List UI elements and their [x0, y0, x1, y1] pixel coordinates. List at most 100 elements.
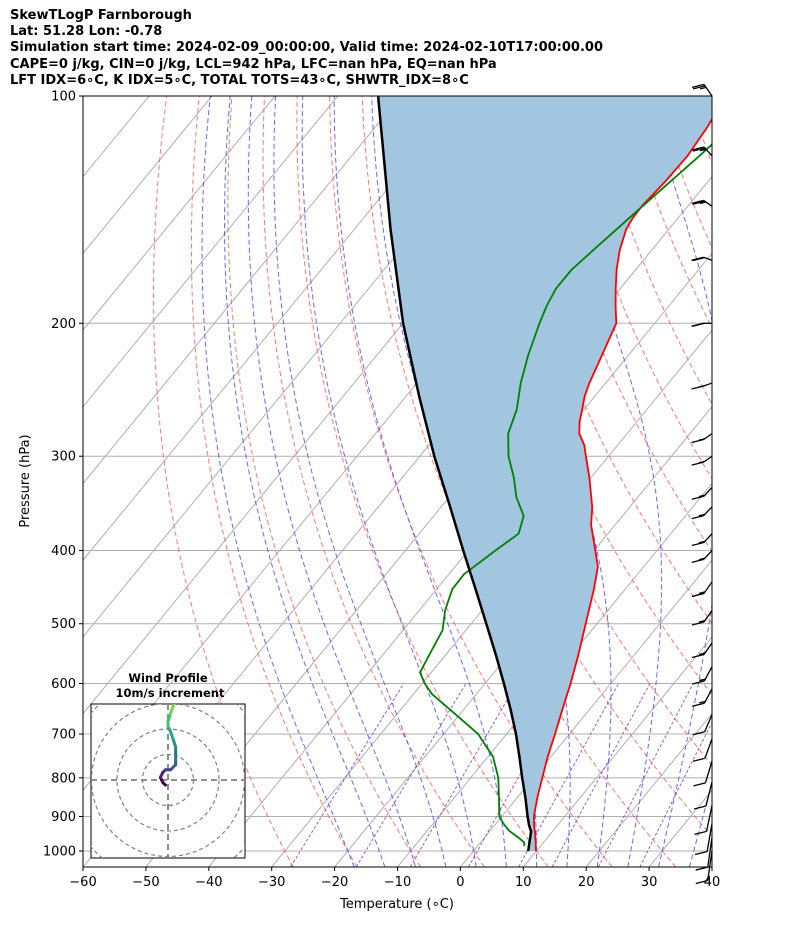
isotherm-line — [397, 482, 712, 867]
wind-barb — [691, 83, 713, 97]
wind-barb-flag — [691, 621, 705, 626]
wind-barb — [691, 322, 712, 327]
wind-barb — [695, 850, 713, 885]
wind-barb-staff — [707, 837, 713, 868]
wind-barb — [691, 609, 713, 626]
wind-barb-staff — [703, 581, 713, 594]
dry-adiabat — [753, 96, 794, 867]
wind-barb-flag — [692, 680, 705, 685]
wind-barb-flag — [691, 495, 704, 500]
profile-lines — [376, 96, 712, 852]
dry-adiabat — [296, 96, 549, 867]
wind-barb-staff — [703, 642, 713, 655]
wind-barb — [691, 642, 713, 659]
x-tick-label: −60 — [69, 875, 96, 890]
cin-area — [378, 96, 712, 851]
y-tick-label: 500 — [51, 617, 76, 632]
wind-barb-flag — [692, 147, 706, 152]
wind-barb-flag — [692, 731, 705, 736]
wind-barb — [691, 506, 713, 520]
x-axis-label: Temperature (∘C) — [339, 897, 454, 912]
dry-adiabat — [329, 96, 613, 867]
moist-adiabat — [247, 96, 416, 867]
wind-barb — [691, 256, 713, 262]
wind-barb-flag — [695, 879, 708, 885]
x-tick-label: −30 — [258, 875, 285, 890]
wind-barb-staff — [703, 433, 713, 441]
isotherm-line — [83, 96, 402, 485]
cape-cin-shading — [378, 96, 712, 851]
x-tick-label: −40 — [195, 875, 222, 890]
dry-adiabat — [394, 96, 712, 837]
wind-barb-half-flag — [699, 678, 706, 682]
wind-barb-staff — [705, 781, 713, 807]
isotherm-line — [522, 636, 712, 867]
isotherm-line — [460, 559, 712, 867]
wind-barb-flag — [692, 322, 705, 327]
wind-barb-staff — [707, 850, 713, 881]
dewpoint-line — [419, 143, 712, 847]
wind-barb-flag — [691, 592, 705, 598]
wind-barb-staff — [703, 533, 713, 543]
isotherm-line — [334, 405, 712, 867]
y-axis: 1000 900 800 700 600 500 400 300 200 100 — [43, 90, 83, 860]
wind-barb — [691, 433, 713, 444]
isotherm-line — [711, 866, 712, 867]
wind-barb-half-flag — [698, 619, 706, 623]
wind-barb-flag — [692, 85, 706, 90]
header-index-line: LFT IDX=6∘C, K IDX=5∘C, TOTAL TOTS=43∘C,… — [10, 72, 469, 88]
wind-barb-flag — [691, 541, 704, 547]
y-tick-label: 700 — [51, 728, 76, 743]
x-tick-label: −10 — [384, 875, 411, 890]
wind-barb-flag — [695, 866, 708, 871]
header-station: SkewTLogP Farnborough — [10, 8, 192, 23]
mixing-ratio-line — [355, 683, 467, 867]
wind-barb-half-flag — [698, 557, 706, 561]
wind-barb-flag — [692, 256, 705, 262]
wind-barb-flag — [694, 830, 707, 836]
mixing-ratio-line — [639, 721, 712, 867]
parcel-profile-line — [376, 96, 533, 852]
isotherm-line — [585, 712, 712, 867]
wind-barb-flag — [691, 558, 704, 563]
isotherm-line — [83, 96, 213, 255]
mixing-ratio-line — [290, 683, 405, 867]
hodograph-segment — [171, 704, 176, 708]
wind-barb — [691, 382, 713, 390]
wind-barb-half-flag — [699, 148, 707, 152]
dry-adiabat — [492, 96, 712, 625]
hodograph-subtitle: 10m/s increment — [116, 686, 225, 700]
moist-adiabat — [333, 96, 507, 867]
wind-barb-flag — [691, 514, 704, 520]
wind-barb — [692, 666, 713, 685]
y-tick-label: 900 — [51, 810, 76, 825]
wind-barb — [694, 823, 713, 856]
wind-barb-half-flag — [699, 201, 706, 205]
wind-barb-flag — [692, 200, 705, 205]
wind-barb-staff — [703, 382, 713, 387]
isotherm-line — [83, 96, 465, 561]
mixing-ratio-line — [551, 683, 651, 867]
mixing-ratio-line — [597, 683, 694, 867]
wind-barb-staff — [703, 487, 713, 497]
wind-barb-staff — [704, 714, 713, 733]
x-axis: −60 −50 −40 −30 −20 −10 0 10 20 30 40 — [69, 867, 720, 890]
x-tick-label: 30 — [641, 875, 658, 890]
temperature-line — [533, 117, 712, 852]
wind-barb-half-flag — [699, 700, 706, 704]
x-tick-label: 20 — [578, 875, 595, 890]
wind-barb-staff — [703, 256, 713, 261]
mixing-ratio-line — [409, 683, 518, 867]
moist-adiabat — [648, 96, 712, 867]
hodograph-inset: Wind Profile 10m/s increment — [90, 671, 246, 859]
y-tick-label: 100 — [51, 90, 76, 105]
y-tick-label: 800 — [51, 771, 76, 786]
wind-barb-staff — [704, 738, 713, 759]
isotherm-line — [83, 96, 276, 331]
y-tick-label: 300 — [51, 450, 76, 465]
wind-barb — [691, 533, 713, 547]
header-times: Simulation start time: 2024-02-09_00:00:… — [10, 40, 603, 56]
wind-barb-staff — [703, 550, 713, 560]
figure-header: SkewTLogP Farnborough Lat: 51.28 Lon: -0… — [10, 8, 603, 89]
